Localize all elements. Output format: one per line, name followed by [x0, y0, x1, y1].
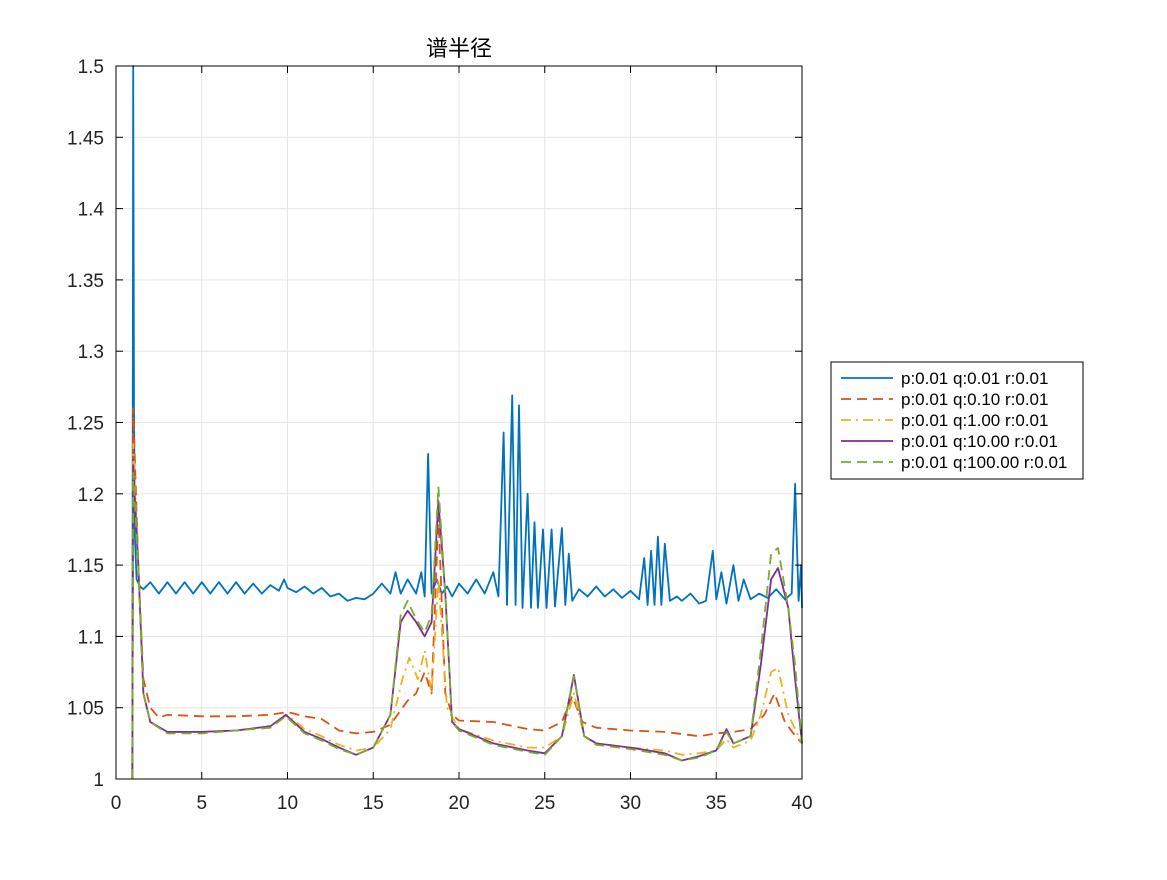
y-tick-label: 1.5 [78, 57, 104, 78]
x-tick-label: 35 [706, 793, 727, 814]
y-tick-label: 1.4 [78, 200, 105, 221]
plot-lines [131, 65, 803, 780]
grid [116, 66, 802, 779]
legend-label-2: p:0.01 q:0.10 r:0.01 [901, 390, 1048, 409]
y-tick-label: 1.3 [78, 342, 104, 363]
y-tick-label: 1.15 [67, 556, 104, 577]
legend-label-4: p:0.01 q:10.00 r:0.01 [901, 432, 1058, 451]
x-tick-label: 40 [791, 793, 812, 814]
y-tick-label: 1.25 [67, 414, 104, 435]
y-tick-label: 1 [93, 770, 104, 791]
series-line-1 [131, 65, 803, 780]
x-tick-label: 30 [620, 793, 641, 814]
legend-label-3: p:0.01 q:1.00 r:0.01 [901, 411, 1048, 430]
y-tick-label: 1.2 [78, 485, 104, 506]
x-tick-label: 0 [111, 793, 122, 814]
x-tick-label: 15 [363, 793, 384, 814]
series-line-4 [131, 464, 803, 780]
y-tick-label: 1.1 [78, 627, 104, 648]
x-tick-label: 10 [277, 793, 298, 814]
y-tick-label: 1.45 [67, 128, 104, 149]
legend: p:0.01 q:0.01 r:0.01 p:0.01 q:0.10 r:0.01… [830, 361, 1084, 480]
legend-label-5: p:0.01 q:100.00 r:0.01 [901, 453, 1067, 472]
y-tick-label: 1.35 [67, 271, 104, 292]
x-tick-label: 25 [534, 793, 555, 814]
legend-label-1: p:0.01 q:0.01 r:0.01 [901, 369, 1048, 388]
y-tick-label: 1.05 [67, 699, 104, 720]
x-tick-label: 5 [196, 793, 207, 814]
chart-title: 谱半径 [426, 36, 492, 61]
series-line-5 [131, 471, 803, 780]
x-tick-label: 20 [448, 793, 469, 814]
ticks: 0 5 10 15 20 25 30 35 40 1 1.05 1.1 1.15 1.2 1.25 1.3 1.… [67, 57, 813, 814]
